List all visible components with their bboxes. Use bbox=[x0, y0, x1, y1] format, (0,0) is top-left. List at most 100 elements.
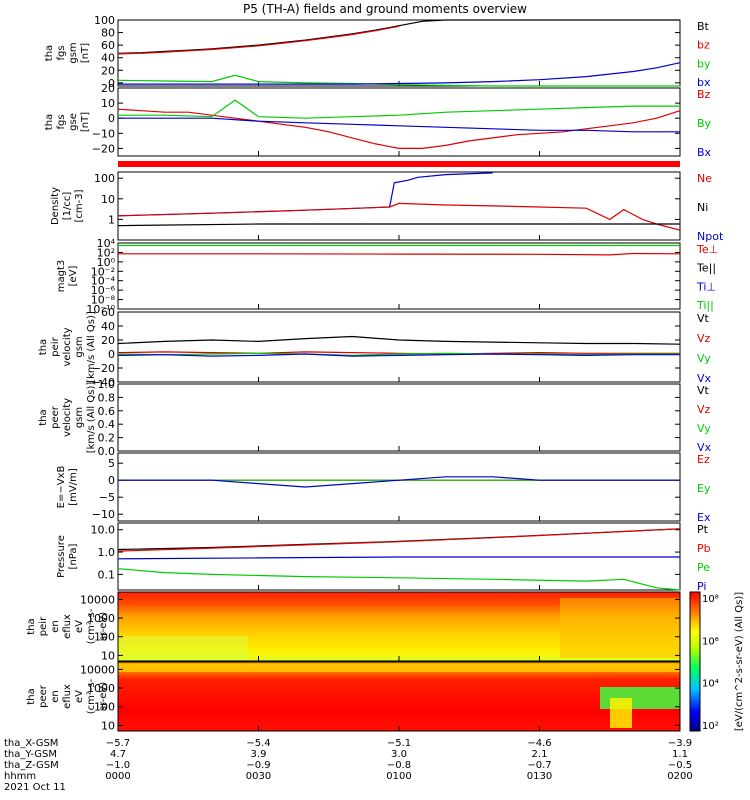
ylabel-line: fgs bbox=[56, 114, 67, 129]
ytick-label: 10 bbox=[101, 719, 115, 732]
legend-density: Ni bbox=[697, 201, 708, 214]
xaxis-row-label: tha_Z-GSM bbox=[4, 760, 59, 771]
ytick-label: 20 bbox=[101, 82, 115, 95]
ylabel-line: [nPa] bbox=[68, 543, 79, 569]
legend-efield: Ez bbox=[697, 453, 710, 466]
xaxis-row-value: 0030 bbox=[246, 771, 271, 782]
ylabel-line: [cm-3] bbox=[74, 189, 85, 222]
ylabel-line: eflux bbox=[62, 684, 73, 709]
ylabel-line: Density bbox=[50, 187, 61, 225]
legend-efield: Ex bbox=[697, 511, 711, 524]
ytick-label: 100 bbox=[94, 14, 115, 27]
ytick-label: −10 bbox=[92, 508, 115, 521]
series-density-Ni bbox=[117, 223, 680, 227]
ytick-label: 10⁻¹⁰ bbox=[86, 303, 115, 316]
ylabel-line: fgs bbox=[56, 45, 67, 60]
xaxis-row-label: hhmm bbox=[4, 771, 36, 782]
ylabel-line: gsm bbox=[74, 336, 85, 357]
ytick-label: 10⁻² bbox=[91, 265, 115, 278]
ytick-label: 0.2 bbox=[98, 432, 116, 445]
ytick-label: 80 bbox=[101, 27, 115, 40]
legend-fgs_gsm: Bt bbox=[697, 20, 710, 33]
ytick-label: 10.0 bbox=[91, 524, 116, 537]
colorbar-scale bbox=[689, 591, 701, 732]
xaxis-row-value: 4.7 bbox=[110, 749, 126, 760]
chart-title: P5 (TH-A) fields and ground moments over… bbox=[243, 2, 527, 16]
ytick-label: 5 bbox=[108, 457, 115, 470]
legend-peir_velocity: Vt bbox=[697, 312, 710, 325]
xaxis-date: 2021 Oct 11 bbox=[4, 782, 66, 793]
peer-band-top bbox=[118, 664, 680, 672]
ytick-label: 20 bbox=[101, 334, 115, 347]
ytick-label: −5 bbox=[99, 491, 115, 504]
ylabel-line: sr-eV) bbox=[98, 682, 109, 711]
legend-fgs_gsm: bz bbox=[697, 39, 710, 52]
ytick-label: 60 bbox=[101, 39, 115, 52]
ylabel-line: eV bbox=[74, 620, 85, 633]
ytick-label: 40 bbox=[101, 52, 115, 65]
xaxis-row-value: 2.1 bbox=[532, 749, 548, 760]
ytick-label: 1 bbox=[108, 213, 115, 226]
ylabel-line: tha bbox=[26, 618, 37, 634]
ylabel-line: (cm²-s- bbox=[86, 678, 97, 714]
peer_velocity-frame bbox=[117, 383, 681, 452]
ylabel-line: peir bbox=[50, 336, 61, 356]
ylabel-line: tha bbox=[26, 688, 37, 704]
legend-temperature: Ti|| bbox=[696, 299, 714, 312]
legend-fgs_gse: By bbox=[697, 117, 712, 130]
x-axis-group: tha_X-GSM −5.7 −5.4 −5.1 −4.6 −3.9 tha_Y-GSM 4.… bbox=[4, 738, 693, 793]
ylabel-line: peir bbox=[38, 616, 49, 636]
series-fgs_gsm-bx bbox=[118, 62, 681, 85]
colorbar-tick: 10⁴ bbox=[702, 679, 719, 690]
legend-pressure: Pb bbox=[697, 542, 711, 555]
ytick-label: 1000 bbox=[87, 612, 115, 625]
ylabel-line: velocity bbox=[62, 398, 73, 437]
series-efield-Ex bbox=[118, 476, 680, 488]
ytick-label: 100 bbox=[94, 172, 115, 185]
series-fgs_gse-Bx bbox=[118, 117, 680, 133]
ytick-label: 10000 bbox=[80, 663, 115, 676]
ylabel-line: [km/s (All Qs)] bbox=[86, 382, 97, 454]
colorbar-tick: 10² bbox=[702, 721, 719, 732]
ylabel-line: en bbox=[50, 690, 61, 703]
series-peir_velocity-Vt bbox=[117, 335, 681, 345]
ytick-label: 0.4 bbox=[98, 418, 116, 431]
ytick-label: 10 bbox=[101, 193, 115, 206]
legend-fgs_gse: Bx bbox=[697, 146, 712, 159]
efield-frame bbox=[117, 452, 681, 522]
xaxis-row-label: tha_X-GSM bbox=[4, 738, 58, 749]
series-peir_velocity-Vy bbox=[117, 352, 680, 357]
ylabel-line: gsm bbox=[74, 407, 85, 428]
ytick-label: −40 bbox=[92, 376, 115, 389]
xaxis-row-value: −5.4 bbox=[246, 738, 270, 749]
legend-peer_velocity: Vt bbox=[697, 384, 710, 397]
peer_spectrogram-heatmap bbox=[118, 662, 680, 731]
panel-peer_velocity: 0.00.20.40.60.81.0 tha peer velocity gsm [km/… bbox=[38, 378, 712, 458]
ylabel-line: en bbox=[50, 620, 61, 633]
ytick-label: 0.1 bbox=[98, 568, 116, 581]
ylabel-line: tha bbox=[44, 114, 55, 130]
ytick-label: 1000 bbox=[87, 682, 115, 695]
series-peir_velocity-Vz bbox=[117, 351, 680, 355]
legend-pressure: Pt bbox=[697, 523, 709, 536]
panel-fgs_gse: −20 −10 0 10 20 tha fgs gse [nT] Bz By Bx bbox=[44, 82, 712, 159]
ytick-label: −20 bbox=[92, 142, 115, 155]
panel-density: 1 10 100 Density [1/cc] [cm-3] Ne Ni Npot bbox=[50, 171, 724, 243]
panel-pressure: 0.1 1.0 10.0 Pressure [nPa] Pt Pb Pe Pi bbox=[56, 522, 711, 593]
ylabel-line: magt3 bbox=[56, 260, 67, 293]
series-fgs_gse-Bz bbox=[117, 108, 681, 149]
xaxis-row-value: −5.1 bbox=[387, 738, 411, 749]
ytick-label: 100 bbox=[94, 701, 115, 714]
series-density-Npot bbox=[117, 172, 493, 217]
ylabel-line: [1/cc] bbox=[62, 192, 73, 221]
ytick-label: 10 bbox=[101, 649, 115, 662]
ylabel-line: [nT] bbox=[80, 112, 91, 132]
panel-peer_spectrogram: 10 100 1000 10000 tha peer en eflux eV (cm²-s-sr-… bbox=[26, 661, 681, 732]
legend-peir_velocity: Vx bbox=[697, 372, 712, 385]
xaxis-row-value: 0000 bbox=[105, 771, 130, 782]
legend-peer_velocity: Vz bbox=[697, 403, 711, 416]
ylabel-line: [mV/m] bbox=[68, 468, 79, 506]
legend-peir_velocity: Vy bbox=[697, 352, 711, 365]
